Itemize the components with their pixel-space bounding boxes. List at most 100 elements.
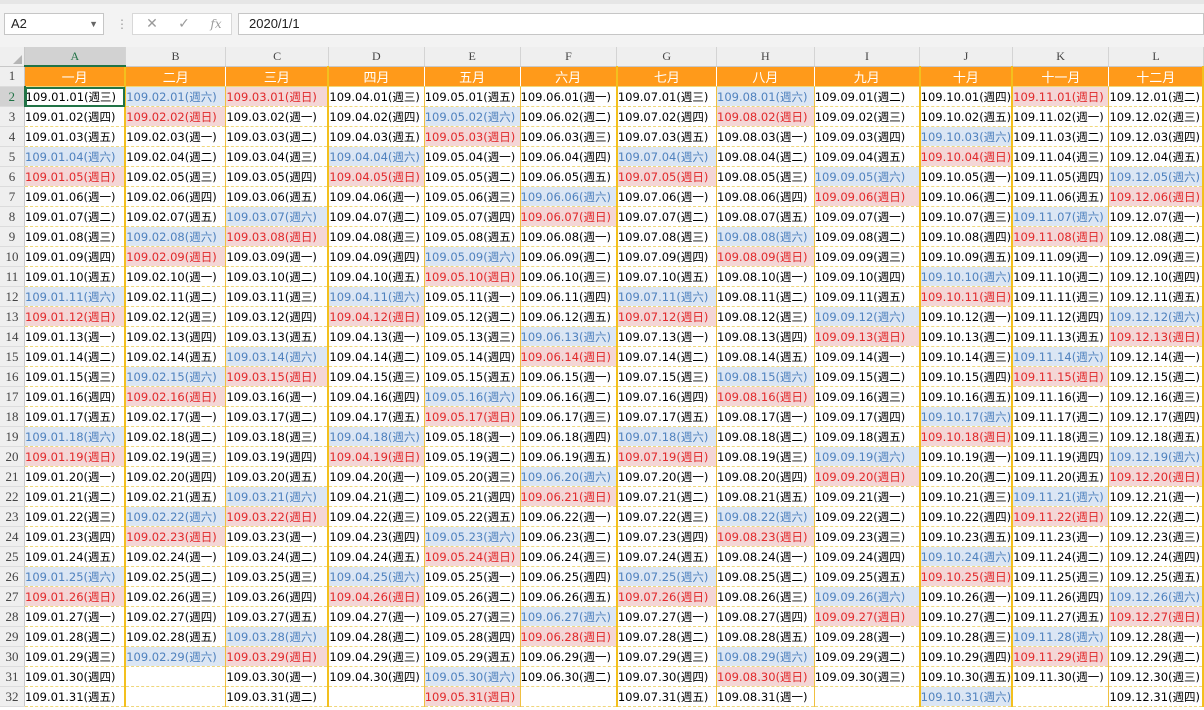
date-cell[interactable]: 109.07.13(週一): [616, 326, 717, 347]
row-header-1[interactable]: 1: [0, 66, 26, 87]
date-cell[interactable]: 109.01.19(週日): [24, 446, 127, 467]
date-cell[interactable]: 109.09.13(週日): [814, 326, 921, 347]
date-cell[interactable]: 109.09.28(週一): [814, 626, 921, 647]
date-cell[interactable]: 109.03.18(週三): [225, 426, 330, 447]
date-cell[interactable]: 109.05.02(週六): [424, 106, 521, 127]
date-cell[interactable]: 109.06.23(週二): [520, 526, 618, 547]
date-cell[interactable]: 109.10.25(週日): [919, 566, 1014, 587]
date-cell[interactable]: 109.08.02(週日): [716, 106, 815, 127]
date-cell[interactable]: 109.07.19(週日): [616, 446, 717, 467]
date-cell[interactable]: 109.02.08(週六): [125, 226, 227, 247]
date-cell[interactable]: 109.03.12(週四): [225, 306, 330, 327]
date-cell[interactable]: 109.01.24(週五): [24, 546, 127, 567]
date-cell[interactable]: 109.09.02(週三): [814, 106, 921, 127]
date-cell[interactable]: 109.06.21(週日): [520, 486, 618, 507]
date-cell[interactable]: 109.10.06(週二): [919, 186, 1014, 207]
date-cell[interactable]: 109.12.15(週二): [1108, 366, 1204, 387]
date-cell[interactable]: 109.07.01(週三): [616, 86, 717, 107]
date-cell[interactable]: 109.12.03(週四): [1108, 126, 1204, 147]
row-header-6[interactable]: 6: [0, 166, 26, 187]
date-cell[interactable]: 109.11.12(週四): [1012, 306, 1110, 327]
date-cell[interactable]: 109.12.16(週三): [1108, 386, 1204, 407]
date-cell[interactable]: 109.08.03(週一): [716, 126, 815, 147]
date-cell[interactable]: 109.02.26(週三): [125, 586, 227, 607]
month-header-cell[interactable]: 七月: [616, 66, 717, 87]
date-cell[interactable]: 109.05.04(週一): [424, 146, 521, 167]
date-cell[interactable]: 109.01.22(週三): [24, 506, 127, 527]
date-cell[interactable]: 109.06.03(週三): [520, 126, 618, 147]
date-cell[interactable]: 109.06.14(週日): [520, 346, 618, 367]
date-cell[interactable]: 109.07.06(週一): [616, 186, 717, 207]
date-cell[interactable]: 109.12.14(週一): [1108, 346, 1204, 367]
date-cell[interactable]: 109.02.13(週四): [125, 326, 227, 347]
date-cell[interactable]: 109.09.16(週三): [814, 386, 921, 407]
date-cell[interactable]: 109.03.04(週三): [225, 146, 330, 167]
date-cell[interactable]: 109.02.14(週五): [125, 346, 227, 367]
date-cell[interactable]: 109.10.31(週六): [919, 686, 1014, 707]
date-cell[interactable]: 109.03.27(週五): [225, 606, 330, 627]
date-cell[interactable]: 109.06.01(週一): [520, 86, 618, 107]
date-cell[interactable]: 109.06.19(週五): [520, 446, 618, 467]
date-cell[interactable]: 109.10.29(週四): [919, 646, 1014, 667]
date-cell[interactable]: 109.03.14(週六): [225, 346, 330, 367]
date-cell[interactable]: 109.10.11(週日): [919, 286, 1014, 307]
date-cell[interactable]: 109.12.29(週二): [1108, 646, 1204, 667]
column-header-l[interactable]: L: [1108, 47, 1204, 67]
date-cell[interactable]: 109.08.31(週一): [716, 686, 815, 707]
date-cell[interactable]: 109.11.16(週一): [1012, 386, 1110, 407]
date-cell[interactable]: 109.03.24(週二): [225, 546, 330, 567]
column-header-i[interactable]: I: [814, 47, 921, 67]
date-cell[interactable]: 109.12.26(週六): [1108, 586, 1204, 607]
date-cell[interactable]: 109.02.19(週三): [125, 446, 227, 467]
date-cell[interactable]: 109.07.07(週二): [616, 206, 717, 227]
date-cell[interactable]: 109.08.08(週六): [716, 226, 815, 247]
date-cell[interactable]: 109.05.21(週四): [424, 486, 521, 507]
date-cell[interactable]: 109.02.02(週日): [125, 106, 227, 127]
column-header-j[interactable]: J: [919, 47, 1013, 67]
row-header-19[interactable]: 19: [0, 426, 26, 447]
date-cell[interactable]: 109.04.25(週六): [328, 566, 425, 587]
date-cell[interactable]: 109.08.22(週六): [716, 506, 815, 527]
column-header-h[interactable]: H: [716, 47, 815, 67]
date-cell[interactable]: 109.02.29(週六): [125, 646, 227, 667]
date-cell[interactable]: 109.11.23(週一): [1012, 526, 1110, 547]
month-header-cell[interactable]: 九月: [814, 66, 921, 87]
date-cell[interactable]: 109.11.06(週五): [1012, 186, 1110, 207]
row-header-12[interactable]: 12: [0, 286, 26, 307]
date-cell[interactable]: 109.06.08(週一): [520, 226, 618, 247]
date-cell[interactable]: 109.11.03(週二): [1012, 126, 1110, 147]
date-cell[interactable]: 109.05.30(週六): [424, 666, 521, 687]
date-cell[interactable]: 109.07.11(週六): [616, 286, 717, 307]
date-cell[interactable]: 109.06.12(週五): [520, 306, 618, 327]
date-cell[interactable]: 109.04.24(週五): [328, 546, 425, 567]
date-cell[interactable]: 109.01.30(週四): [24, 666, 127, 687]
date-cell[interactable]: 109.07.28(週二): [616, 626, 717, 647]
date-cell[interactable]: 109.01.29(週三): [24, 646, 127, 667]
formula-input[interactable]: 2020/1/1: [238, 13, 1204, 35]
date-cell[interactable]: 109.04.01(週三): [328, 86, 425, 107]
date-cell[interactable]: 109.04.27(週一): [328, 606, 425, 627]
date-cell[interactable]: 109.10.09(週五): [919, 246, 1014, 267]
date-cell[interactable]: 109.04.04(週六): [328, 146, 425, 167]
date-cell[interactable]: 109.02.10(週一): [125, 266, 227, 287]
date-cell[interactable]: 109.12.10(週四): [1108, 266, 1204, 287]
date-cell[interactable]: 109.06.15(週一): [520, 366, 618, 387]
month-header-cell[interactable]: 八月: [716, 66, 815, 87]
date-cell[interactable]: 109.09.14(週一): [814, 346, 921, 367]
column-header-e[interactable]: E: [424, 47, 521, 67]
date-cell[interactable]: 109.12.07(週一): [1108, 206, 1204, 227]
date-cell[interactable]: 109.09.19(週六): [814, 446, 921, 467]
date-cell[interactable]: [328, 686, 425, 707]
month-header-cell[interactable]: 十一月: [1012, 66, 1110, 87]
date-cell[interactable]: 109.01.16(週四): [24, 386, 127, 407]
date-cell[interactable]: 109.08.07(週五): [716, 206, 815, 227]
date-cell[interactable]: 109.04.28(週二): [328, 626, 425, 647]
date-cell[interactable]: 109.04.14(週二): [328, 346, 425, 367]
date-cell[interactable]: 109.07.18(週六): [616, 426, 717, 447]
date-cell[interactable]: 109.02.23(週日): [125, 526, 227, 547]
name-box[interactable]: A2 ▼: [4, 13, 104, 35]
date-cell[interactable]: 109.07.14(週二): [616, 346, 717, 367]
date-cell[interactable]: 109.08.06(週四): [716, 186, 815, 207]
date-cell[interactable]: 109.10.23(週五): [919, 526, 1014, 547]
date-cell[interactable]: 109.11.20(週五): [1012, 466, 1110, 487]
